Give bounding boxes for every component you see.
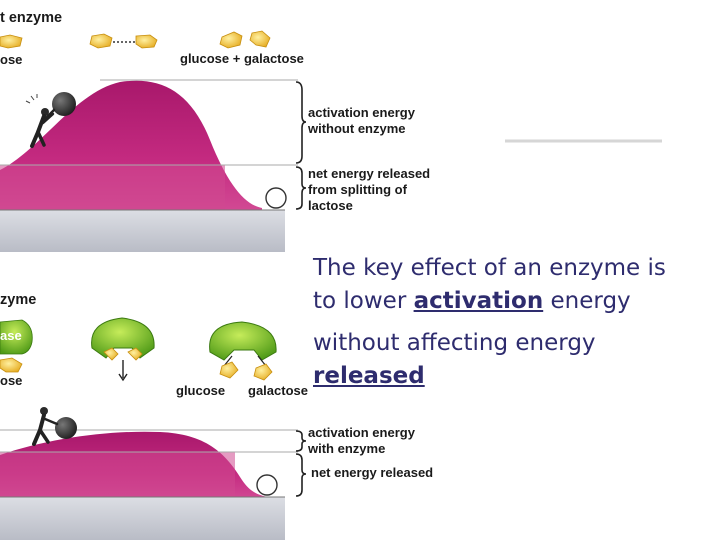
enzyme-release-icon — [209, 321, 277, 381]
energy-band-top — [0, 165, 225, 212]
person-pushing-boulder-icon — [25, 92, 76, 148]
bottom-panel-title: zyme — [0, 292, 36, 308]
bottom-left-label-2: ose — [0, 373, 22, 388]
caption-line-2-pre: to lower — [313, 288, 414, 314]
energy-band-bottom — [0, 452, 235, 500]
released-label-top-1: net energy released — [308, 166, 430, 181]
rolled-ball-icon — [265, 187, 287, 209]
rolled-ball-bottom-icon — [256, 474, 278, 496]
activation-brace-top — [295, 81, 307, 164]
top-panel: t enzyme ose glucose + galactose — [0, 10, 662, 252]
caption-line-1-text: The key effect of an enzyme is — [313, 255, 666, 281]
activation-label-bottom-1: activation energy — [308, 425, 416, 440]
lactose-molecule-icon — [0, 34, 23, 49]
caption-line-3-text: without affecting energy — [313, 330, 596, 356]
bottom-panel: zyme ase ose glucose galactose — [0, 292, 433, 540]
released-brace-bottom — [295, 453, 307, 497]
activation-label-bottom-2: with enzyme — [307, 441, 385, 456]
ground-block-top — [0, 210, 285, 252]
top-panel-title: t enzyme — [0, 10, 62, 26]
caption-line-2: to lower activation energy — [313, 285, 713, 318]
activation-label-top-2: without enzyme — [307, 121, 406, 136]
caption: The key effect of an enzyme is to lower … — [313, 252, 713, 393]
top-left-label: ose — [0, 52, 22, 67]
product-label-glucose: glucose — [176, 383, 225, 398]
enzyme-substrate-complex-icon — [91, 317, 155, 382]
caption-line-4: released — [313, 360, 713, 393]
bonded-sugars-icon — [89, 33, 158, 49]
separated-sugars-icon — [219, 30, 271, 49]
caption-line-1: The key effect of an enzyme is — [313, 252, 713, 285]
caption-line-2-post: energy — [543, 288, 631, 314]
released-brace-top — [295, 166, 307, 210]
ground-block-bottom — [0, 497, 285, 540]
product-label-galactose: galactose — [248, 383, 308, 398]
caption-emphasis-activation: activation — [413, 288, 544, 314]
activation-brace-bottom — [295, 430, 307, 452]
activation-label-top-1: activation energy — [308, 105, 416, 120]
person-pushing-boulder-low-icon — [32, 407, 77, 446]
caption-emphasis-released: released — [313, 363, 425, 389]
enzyme-lactase-icon — [0, 319, 33, 373]
bottom-left-label-1: ase — [0, 328, 22, 343]
released-label-top-3: lactose — [308, 198, 353, 213]
top-right-label: glucose + galactose — [180, 51, 304, 66]
caption-line-3: without affecting energy — [313, 327, 713, 360]
released-label-bottom: net energy released — [311, 465, 433, 480]
released-label-top-2: from splitting of — [308, 182, 408, 197]
